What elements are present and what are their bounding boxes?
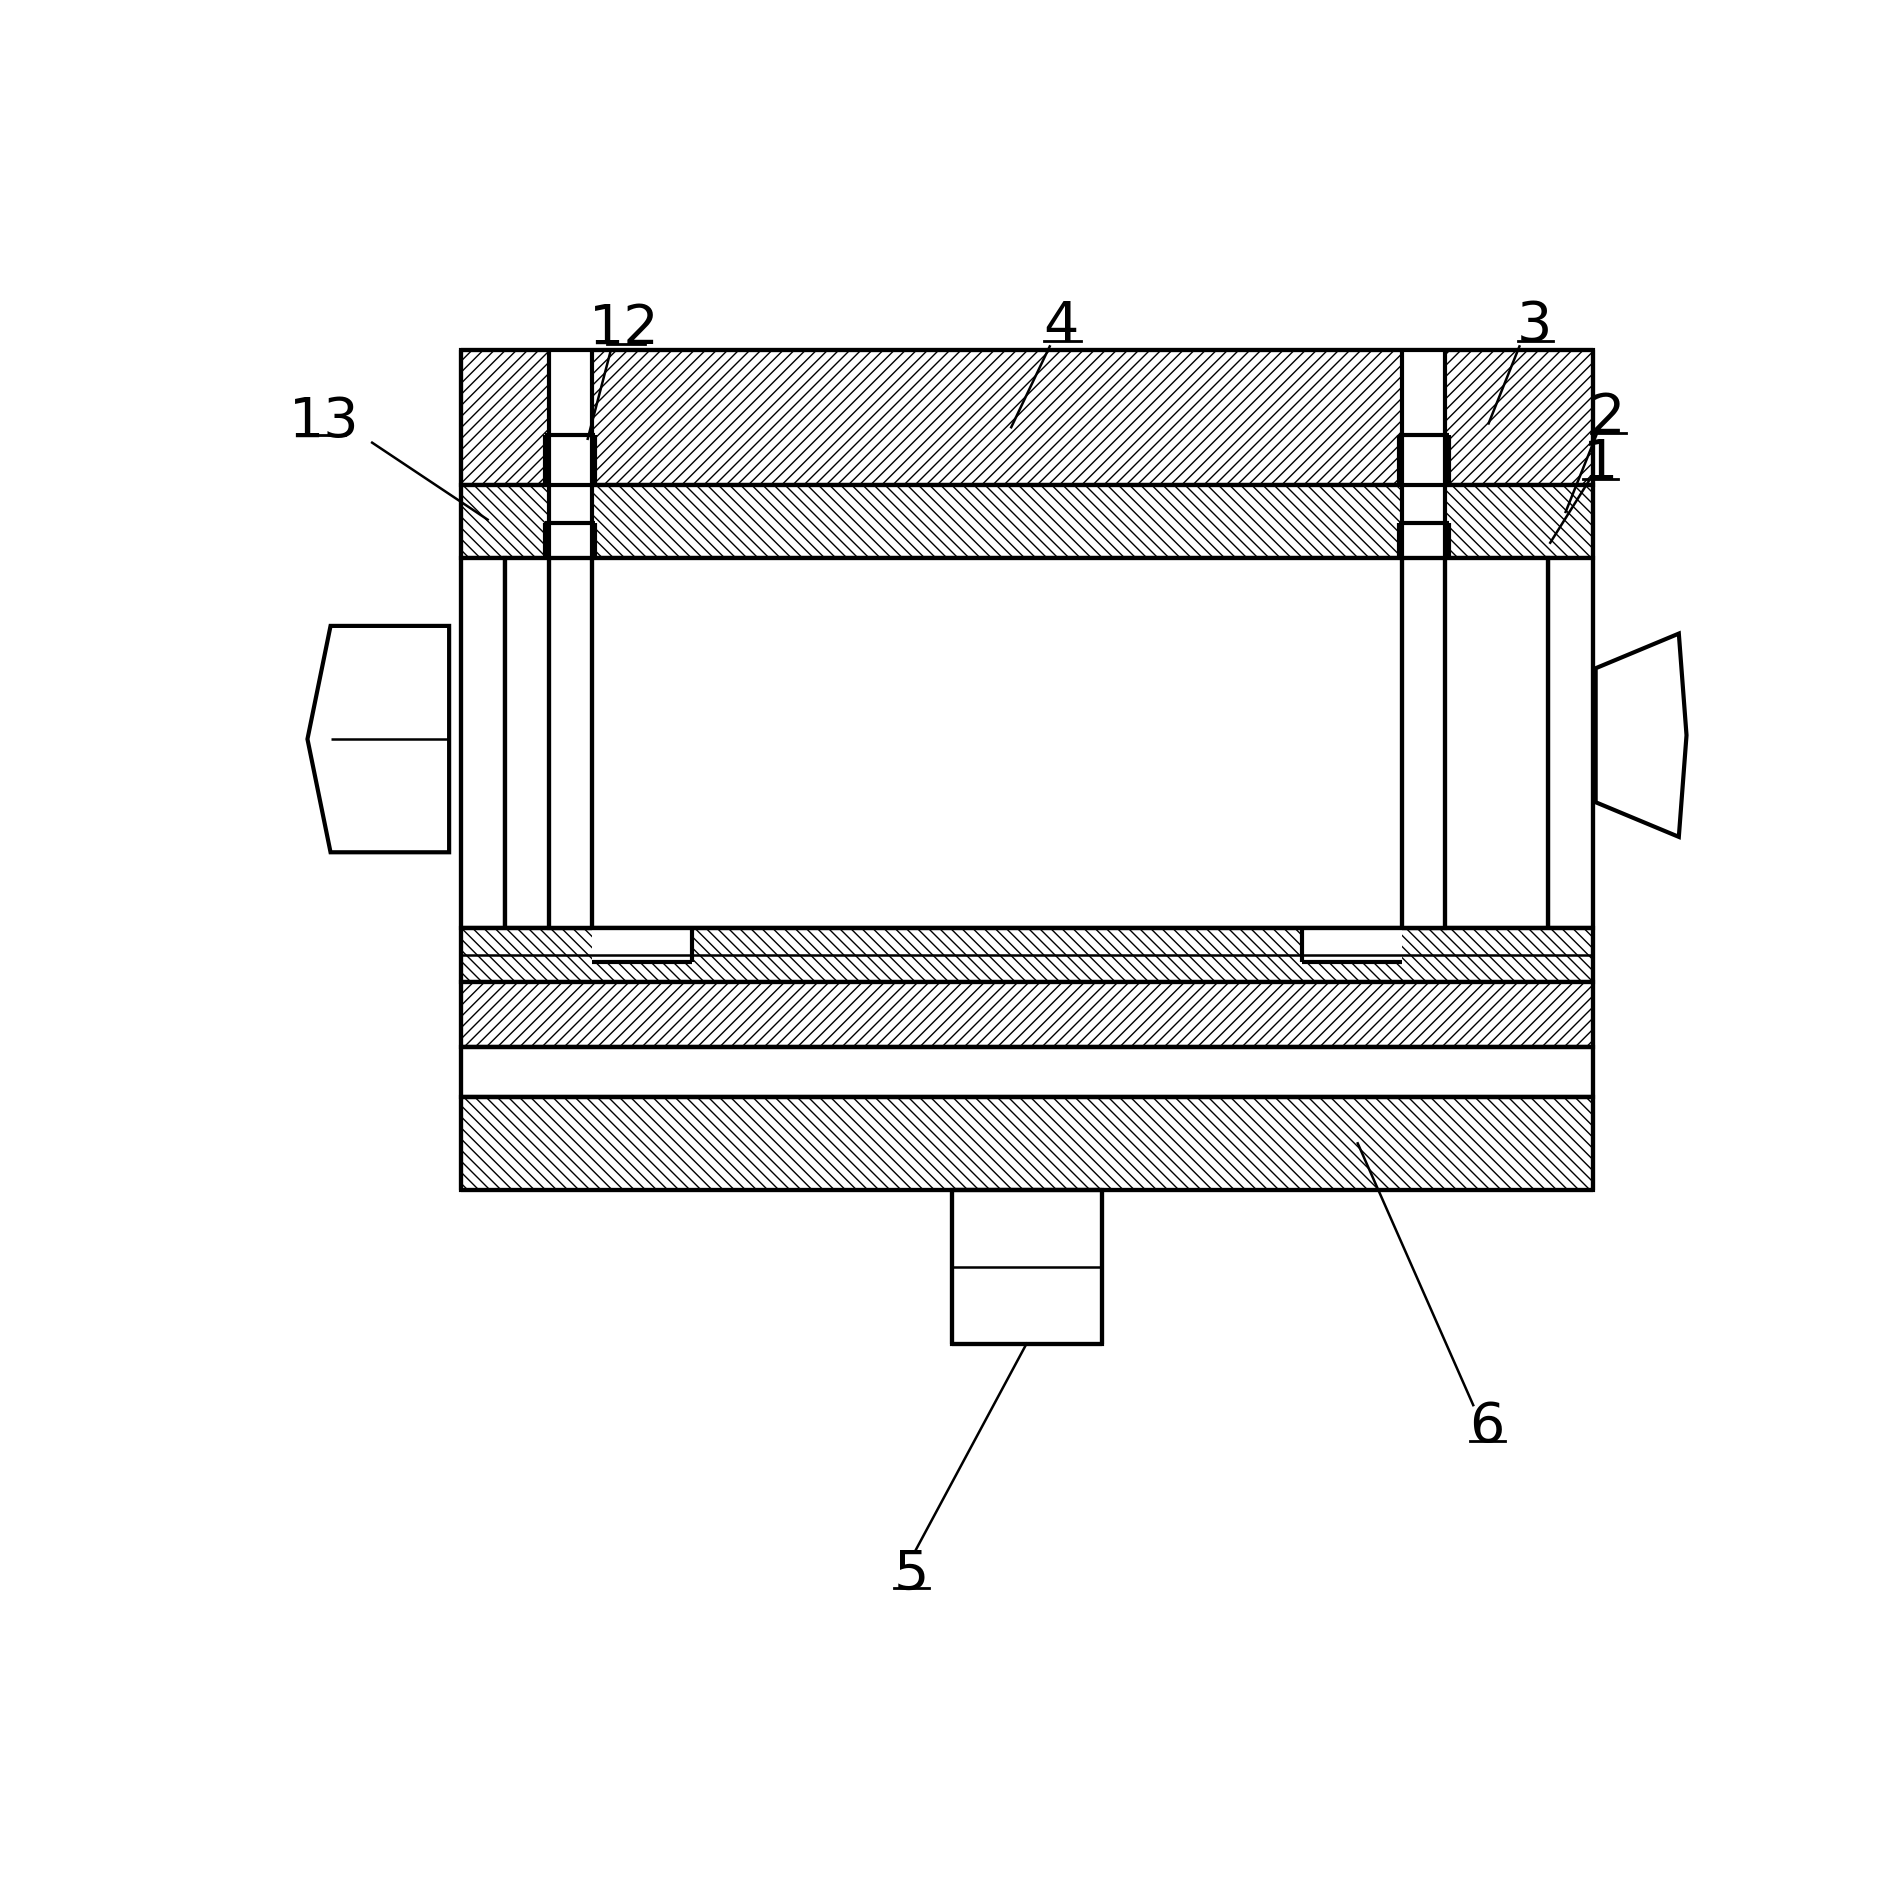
Bar	[545, 435, 596, 484]
Polygon shape	[307, 626, 448, 851]
Bar	[1548, 558, 1593, 927]
Text: 4: 4	[1044, 299, 1078, 352]
Bar	[460, 982, 1593, 1046]
Text: 12: 12	[590, 301, 660, 356]
Bar	[460, 927, 1593, 982]
Bar	[460, 1097, 1593, 1190]
Bar	[545, 524, 596, 558]
Bar	[460, 350, 1593, 484]
Text: 2: 2	[1591, 392, 1625, 445]
Text: 1: 1	[1582, 437, 1618, 492]
Bar	[460, 558, 505, 927]
Bar	[1302, 927, 1402, 963]
Bar	[1402, 350, 1445, 558]
Text: 6: 6	[1470, 1400, 1504, 1453]
Bar	[1402, 558, 1445, 927]
Text: 13: 13	[289, 395, 359, 448]
Bar	[952, 1190, 1101, 1343]
Text: 5: 5	[893, 1548, 929, 1601]
Bar	[1398, 524, 1449, 558]
Bar	[460, 484, 1593, 558]
Polygon shape	[1595, 634, 1686, 836]
Bar	[460, 1046, 1593, 1097]
Bar	[1398, 435, 1449, 484]
Bar	[549, 350, 592, 558]
Bar	[505, 558, 1548, 927]
Text: 3: 3	[1517, 299, 1553, 352]
Bar	[592, 927, 692, 963]
Bar	[549, 558, 592, 927]
